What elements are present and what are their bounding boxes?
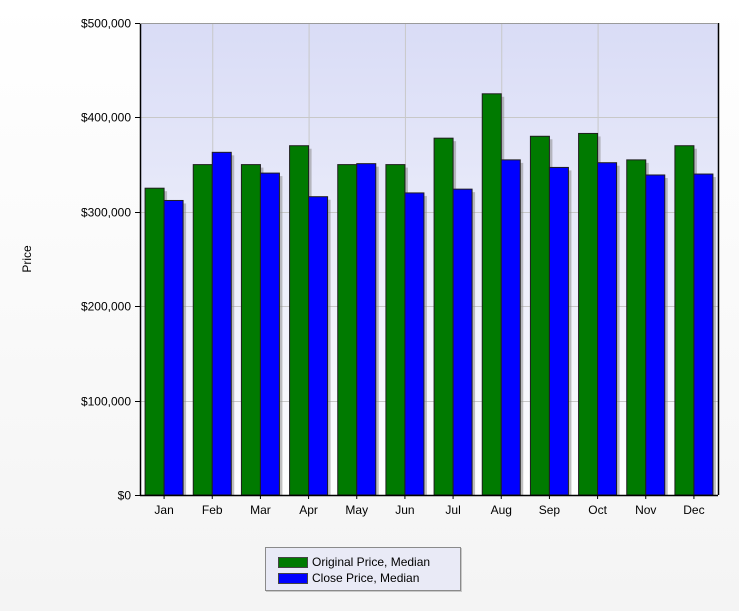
bar-original-price	[240, 164, 261, 496]
bar-close-price	[259, 172, 280, 496]
plot-area	[140, 23, 718, 495]
bar-close-price	[693, 173, 714, 496]
bar-original-price	[529, 135, 550, 496]
bar-close-price	[404, 192, 425, 496]
y-tick-label: $100,000	[81, 395, 131, 409]
legend-swatch-original	[278, 556, 308, 568]
y-tick-label: $0	[118, 489, 132, 503]
bar-close-price	[356, 163, 377, 496]
y-axis-label: Price	[20, 245, 34, 273]
legend-item-close: Close Price, Median	[278, 570, 454, 586]
y-tick-label: $500,000	[81, 17, 131, 31]
bar-original-price	[626, 159, 647, 496]
bar-original-price	[481, 93, 502, 496]
bar-original-price	[289, 145, 310, 496]
bar-close-price	[500, 159, 521, 496]
x-tick-label: Aug	[491, 503, 512, 517]
x-tick-label: Sep	[539, 503, 561, 517]
bar-original-price	[385, 164, 406, 496]
bar-close-price	[163, 199, 184, 496]
bar-close-price	[211, 151, 232, 496]
x-tick-label: May	[345, 503, 368, 517]
bar-original-price	[337, 164, 358, 496]
bar-close-price	[645, 174, 666, 496]
y-tick-label: $300,000	[81, 206, 131, 220]
bar-close-price	[548, 166, 569, 496]
y-tick-label: $200,000	[81, 300, 131, 314]
x-tick-label: Nov	[635, 503, 656, 517]
bar-original-price	[433, 137, 454, 496]
y-tick-label: $400,000	[81, 111, 131, 125]
legend-label-original: Original Price, Median	[312, 555, 431, 569]
x-tick-label: Jan	[154, 503, 173, 517]
x-tick-label: Oct	[588, 503, 607, 517]
x-tick-label: Jun	[395, 503, 414, 517]
x-tick-label: Mar	[250, 503, 271, 517]
legend-label-close: Close Price, Median	[312, 571, 420, 585]
bar-original-price	[144, 187, 165, 496]
x-tick-label: Jul	[445, 503, 460, 517]
bar-close-price	[452, 188, 473, 496]
x-tick-label: Dec	[683, 503, 704, 517]
bar-original-price	[674, 145, 695, 496]
bar-close-price	[308, 196, 329, 496]
bar-original-price	[192, 164, 213, 496]
legend-item-original: Original Price, Median	[278, 554, 454, 570]
bar-original-price	[578, 132, 599, 496]
legend-swatch-close	[278, 572, 308, 584]
legend: Original Price, Median Close Price, Medi…	[265, 547, 461, 591]
x-tick-label: Feb	[202, 503, 223, 517]
bar-close-price	[597, 162, 618, 496]
x-tick-label: Apr	[299, 503, 318, 517]
